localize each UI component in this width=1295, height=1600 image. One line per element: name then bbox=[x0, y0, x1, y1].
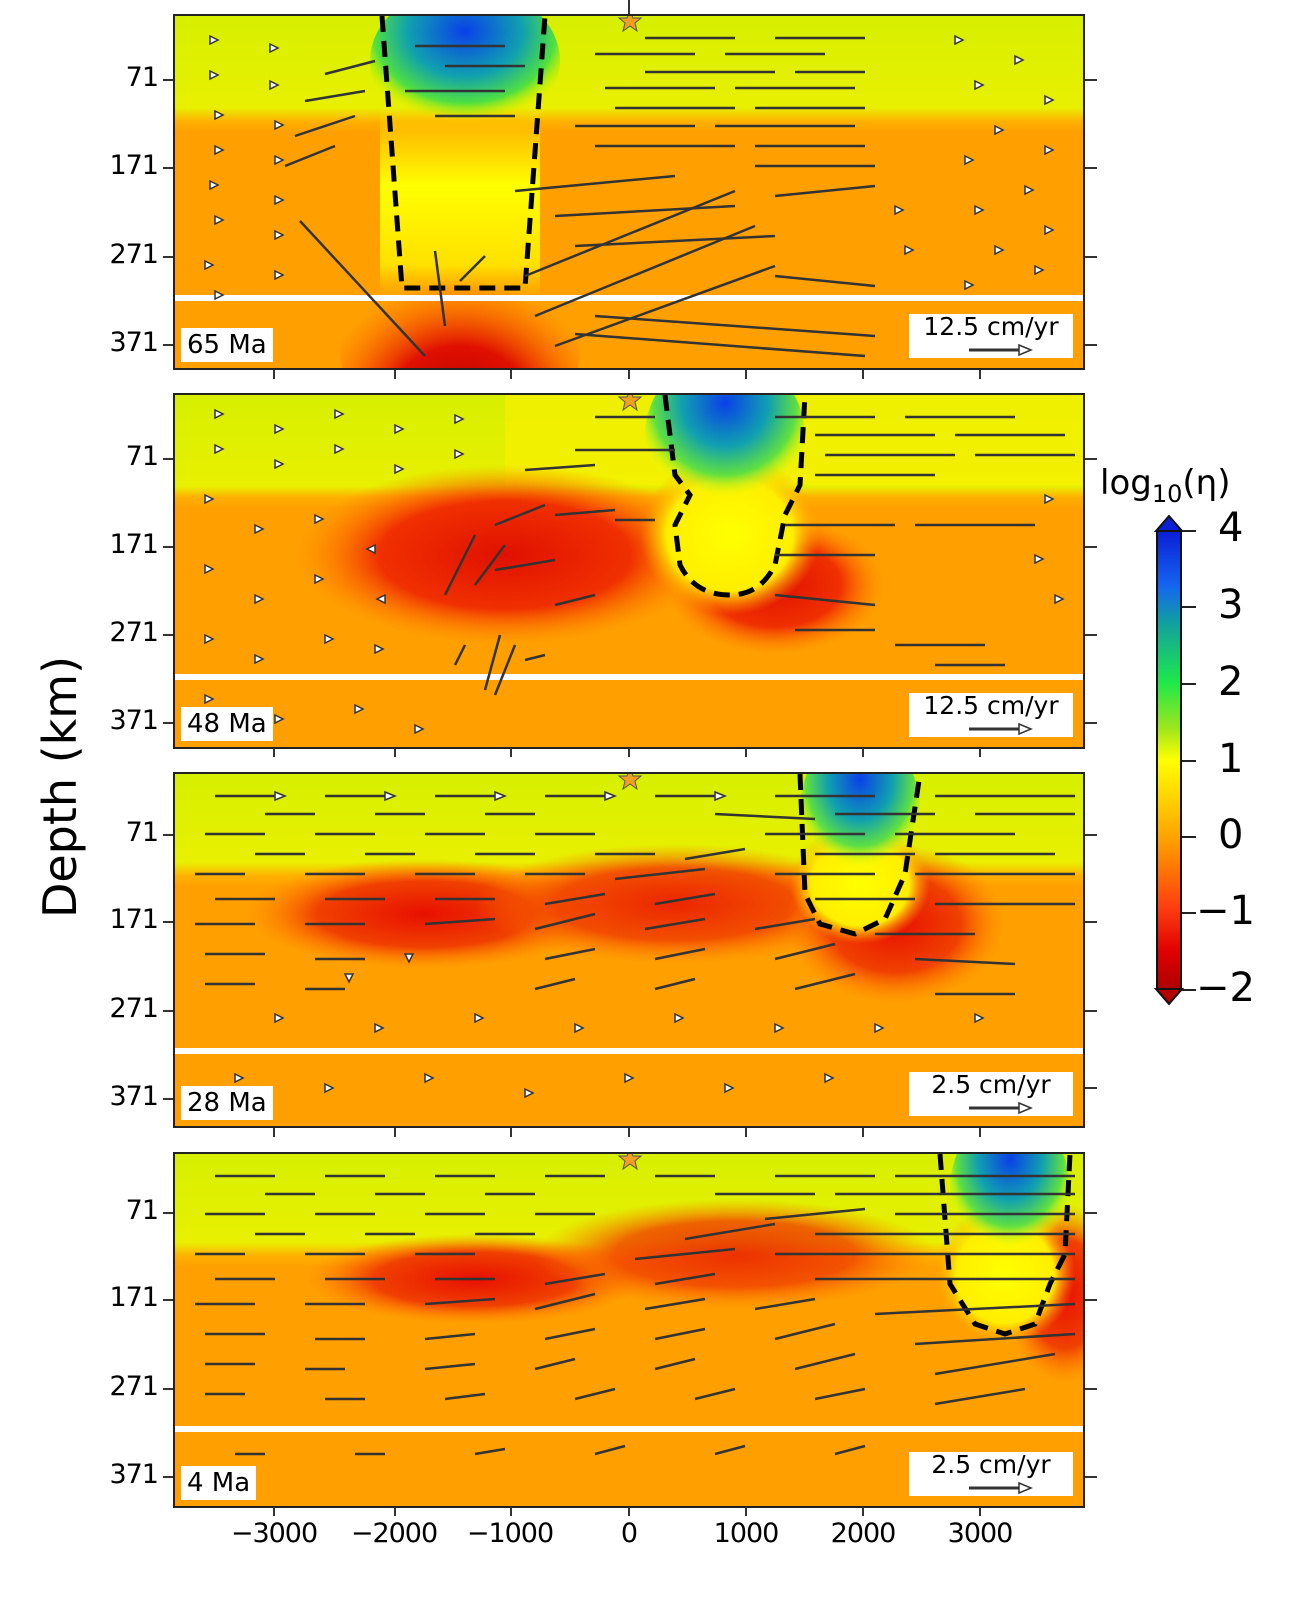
ytick-label: 271 bbox=[109, 617, 159, 648]
small-vectors bbox=[234, 790, 985, 1099]
xtick-label: 3000 bbox=[947, 1518, 1014, 1549]
ytick-label: 71 bbox=[125, 817, 159, 848]
colorbar-label: 0 bbox=[1218, 812, 1244, 858]
ytick-label: 71 bbox=[125, 1195, 159, 1226]
velocity-scale: 12.5 cm/yr bbox=[909, 691, 1073, 737]
colorbar-title: log10(η) bbox=[1100, 463, 1231, 508]
ytick-label: 271 bbox=[109, 1371, 159, 1402]
colorbar-label: 2 bbox=[1218, 659, 1244, 705]
ytick-label: 371 bbox=[109, 705, 159, 736]
colorbar-lower-extend-icon bbox=[1154, 988, 1184, 1006]
velocity-vectors bbox=[195, 1174, 1076, 1456]
scale-arrow-icon bbox=[969, 1102, 1033, 1114]
ytick-label: 371 bbox=[109, 1081, 159, 1112]
ytick-label: 71 bbox=[125, 441, 159, 472]
xtick-label: 2000 bbox=[830, 1518, 897, 1549]
xtick-label: −2000 bbox=[350, 1518, 438, 1549]
star-icon bbox=[617, 1154, 643, 1171]
ytick-label: 171 bbox=[109, 150, 159, 181]
viscosity-field-65ma bbox=[175, 16, 1083, 368]
velocity-scale: 2.5 cm/yr bbox=[909, 1070, 1073, 1116]
velocity-vectors bbox=[284, 36, 876, 358]
ytick-label: 371 bbox=[109, 327, 159, 358]
xtick-label: −3000 bbox=[230, 1518, 318, 1549]
panel-65ma: 65 Ma 12.5 cm/yr bbox=[173, 14, 1085, 370]
colorbar-label: −1 bbox=[1196, 888, 1255, 934]
colorbar-label: 4 bbox=[1218, 505, 1244, 551]
colorbar-label: 1 bbox=[1218, 736, 1244, 782]
age-label: 65 Ma bbox=[181, 328, 273, 362]
xtick-label: −1000 bbox=[466, 1518, 554, 1549]
ytick-label: 171 bbox=[109, 904, 159, 935]
ytick-label: 371 bbox=[109, 1459, 159, 1490]
age-label: 4 Ma bbox=[181, 1466, 257, 1500]
velocity-scale: 2.5 cm/yr bbox=[909, 1450, 1073, 1496]
age-label: 28 Ma bbox=[181, 1086, 273, 1120]
panel-4ma: 4 Ma 2.5 cm/yr bbox=[173, 1152, 1085, 1508]
ytick-label: 271 bbox=[109, 993, 159, 1024]
velocity-scale: 12.5 cm/yr bbox=[909, 312, 1073, 358]
small-vectors bbox=[204, 34, 1055, 301]
ytick-label: 171 bbox=[109, 1282, 159, 1313]
ytick-label: 171 bbox=[109, 529, 159, 560]
xtick-label: 0 bbox=[620, 1518, 638, 1549]
viscosity-field-28ma bbox=[175, 774, 1083, 1126]
velocity-vectors bbox=[195, 794, 1075, 996]
colorbar-label: 3 bbox=[1218, 582, 1244, 628]
star-icon bbox=[617, 395, 643, 412]
ytick-label: 271 bbox=[109, 239, 159, 270]
star-icon bbox=[617, 774, 643, 791]
colorbar bbox=[1156, 530, 1182, 990]
panel-48ma: 48 Ma 12.5 cm/yr bbox=[173, 393, 1085, 749]
star-icon bbox=[617, 16, 643, 33]
colorbar-label: −2 bbox=[1196, 965, 1255, 1011]
xtick-label: 1000 bbox=[713, 1518, 780, 1549]
ytick-label: 71 bbox=[125, 62, 159, 93]
scale-arrow-icon bbox=[969, 723, 1033, 735]
viscosity-field-48ma bbox=[175, 395, 1083, 747]
age-label: 48 Ma bbox=[181, 707, 273, 741]
scale-arrow-icon bbox=[969, 344, 1033, 356]
panel-28ma: 28 Ma 2.5 cm/yr bbox=[173, 772, 1085, 1128]
scale-arrow-icon bbox=[969, 1482, 1033, 1494]
velocity-vectors bbox=[443, 415, 1075, 696]
viscosity-field-4ma bbox=[175, 1154, 1083, 1506]
